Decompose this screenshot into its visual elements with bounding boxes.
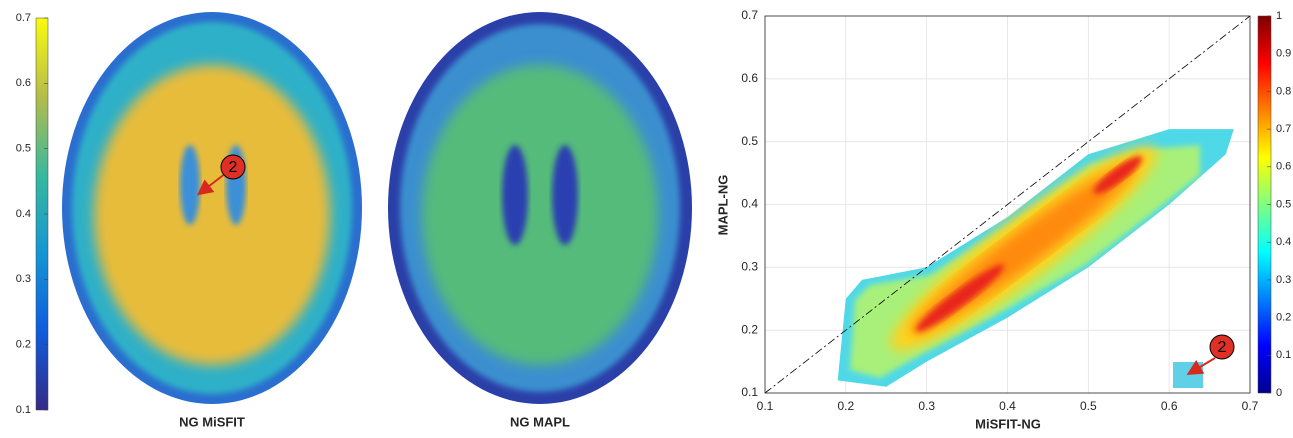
colorbar-tick-label: 0.2 xyxy=(16,339,31,351)
colorbar-tick-label: 0.1 xyxy=(16,404,31,416)
figure: 2 NG MiSFIT NG MAPL 2 MiSFIT-NG MAPL-NG … xyxy=(0,0,1293,433)
image-label: NG MiSFIT xyxy=(179,414,245,429)
brain-image xyxy=(62,12,362,404)
y-tick-label: 0.1 xyxy=(741,385,758,399)
colorbar-tick-label: 0 xyxy=(1276,387,1282,399)
colorbar-tick-label: 0.2 xyxy=(1276,312,1291,324)
y-axis-label: MAPL-NG xyxy=(715,175,730,236)
x-tick-label: 0.6 xyxy=(1161,399,1178,413)
y-tick-label: 0.2 xyxy=(741,322,758,336)
x-tick-label: 0.5 xyxy=(1080,399,1097,413)
annotation: 2 xyxy=(1218,339,1227,356)
annotation: 2 xyxy=(229,159,238,176)
colorbar-tick-label: 0.4 xyxy=(1276,236,1291,248)
x-tick-label: 0.3 xyxy=(918,399,935,413)
colorbar-tick-label: 0.6 xyxy=(1276,161,1291,173)
colorbar-tick-label: 0.7 xyxy=(16,12,31,24)
colorbar-tick-label: 0.8 xyxy=(1276,85,1291,97)
colorbar-tick-label: 0.3 xyxy=(1276,274,1291,286)
x-axis-label: MiSFIT-NG xyxy=(975,416,1041,431)
x-tick-label: 0.2 xyxy=(837,399,854,413)
y-tick-label: 0.3 xyxy=(741,260,758,274)
colorbar-tick-label: 0.9 xyxy=(1276,48,1291,60)
image-label: NG MAPL xyxy=(510,414,570,429)
y-tick-label: 0.7 xyxy=(741,8,758,22)
colorbar-tick-label: 0.4 xyxy=(16,208,31,220)
x-tick-label: 0.4 xyxy=(999,399,1016,413)
colorbar-tick-label: 0.7 xyxy=(1276,123,1291,135)
colorbar-tick-label: 0.1 xyxy=(1276,349,1291,361)
y-tick-label: 0.6 xyxy=(741,71,758,85)
brain-image xyxy=(388,12,692,404)
y-tick-label: 0.5 xyxy=(741,134,758,148)
colorbar-tick-label: 0.3 xyxy=(16,273,31,285)
colorbar-tick-label: 1 xyxy=(1276,10,1282,22)
colorbar-tick-label: 0.6 xyxy=(16,77,31,89)
x-tick-label: 0.1 xyxy=(757,399,774,413)
x-tick-label: 0.7 xyxy=(1242,399,1259,413)
colorbar-tick-label: 0.5 xyxy=(1276,198,1291,210)
y-tick-label: 0.4 xyxy=(741,197,758,211)
colorbar-tick-label: 0.5 xyxy=(16,143,31,155)
